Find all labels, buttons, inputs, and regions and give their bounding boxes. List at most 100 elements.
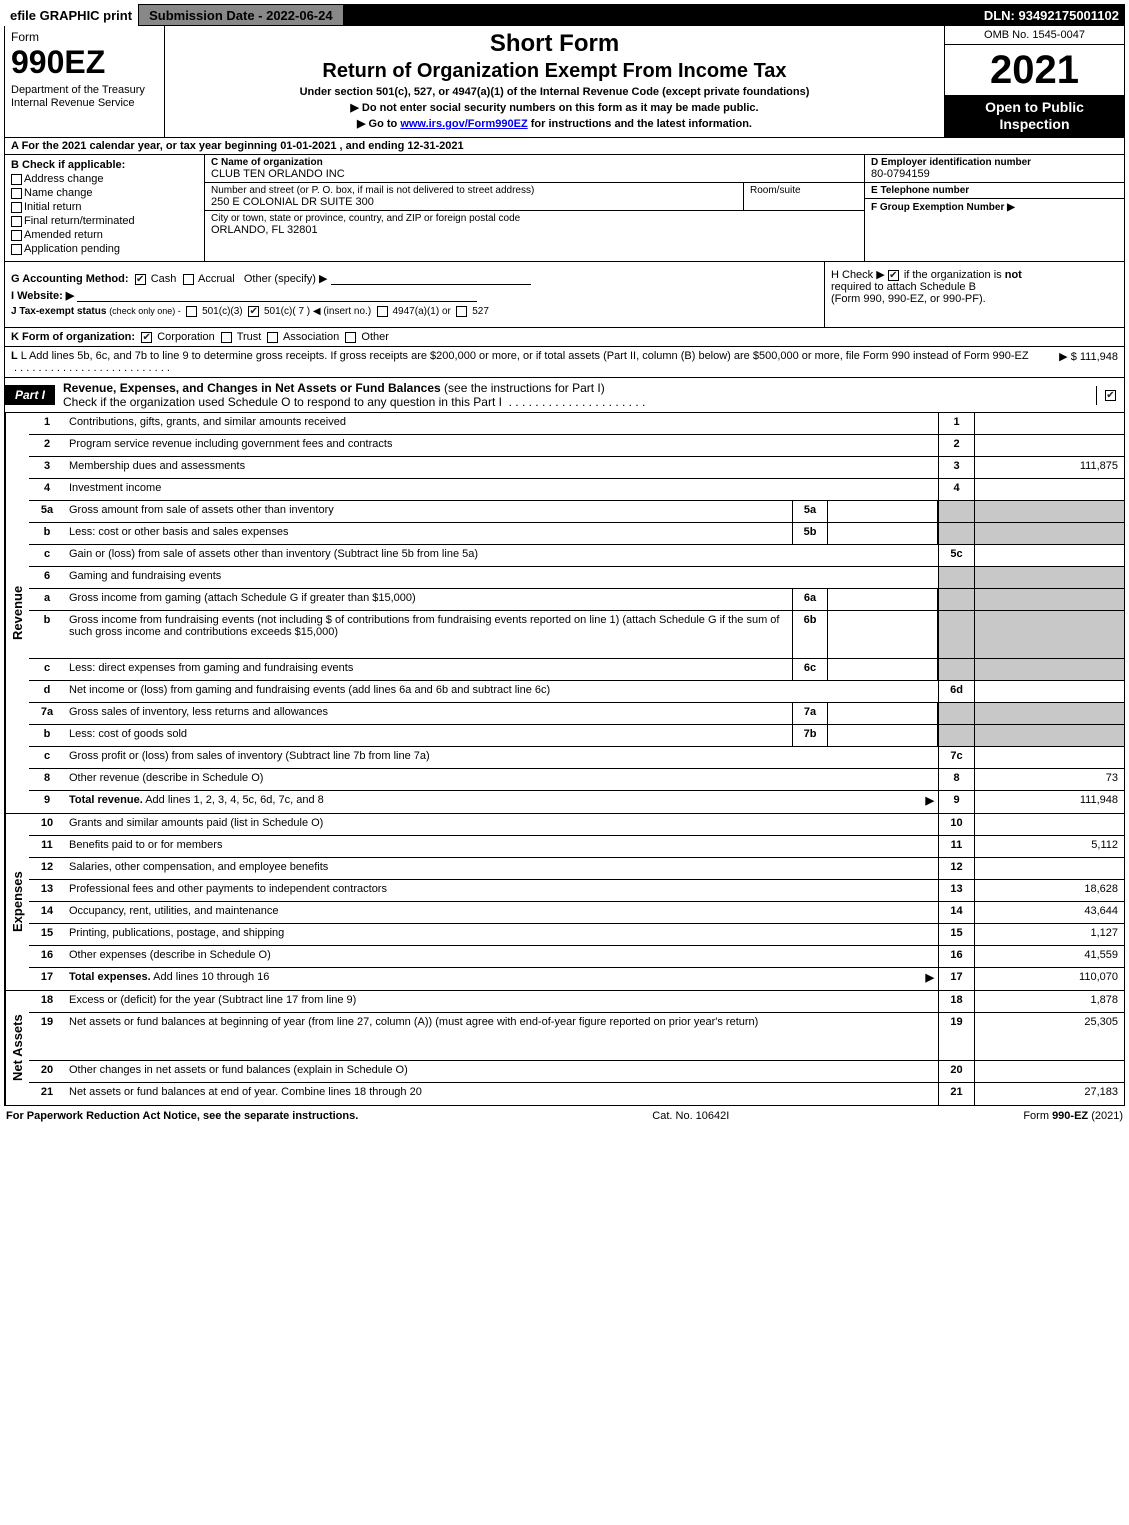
table-row: 7aGross sales of inventory, less returns… [29, 703, 1124, 725]
irs-link[interactable]: www.irs.gov/Form990EZ [400, 118, 527, 130]
line-description: Membership dues and assessments [65, 457, 938, 478]
cb-501c3[interactable] [186, 306, 197, 317]
line-value [974, 413, 1124, 434]
k-label: K Form of organization: [11, 331, 135, 343]
cb-association[interactable] [267, 332, 278, 343]
cb-cash[interactable] [135, 274, 146, 285]
website-input[interactable] [77, 289, 477, 302]
part-i-title: Revenue, Expenses, and Changes in Net As… [55, 378, 1096, 412]
cb-address-change[interactable]: Address change [11, 173, 198, 185]
line-description: Other changes in net assets or fund bala… [65, 1061, 938, 1082]
line-value [974, 814, 1124, 835]
line-ref: 6d [938, 681, 974, 702]
cb-corporation[interactable] [141, 332, 152, 343]
line-number: 9 [29, 791, 65, 813]
cb-name-change[interactable]: Name change [11, 187, 198, 199]
table-row: bLess: cost of goods sold7b [29, 725, 1124, 747]
line-ref: 11 [938, 836, 974, 857]
line-description: Net assets or fund balances at beginning… [65, 1013, 938, 1060]
line-number: d [29, 681, 65, 702]
city-row: City or town, state or province, country… [205, 211, 864, 238]
mid-line-value [828, 725, 938, 746]
line-number: c [29, 747, 65, 768]
line-ref-shade [938, 501, 974, 522]
line-number: 3 [29, 457, 65, 478]
line-number: 15 [29, 924, 65, 945]
footer-right: Form 990-EZ (2021) [1023, 1110, 1123, 1122]
cb-501c[interactable] [248, 306, 259, 317]
revenue-grid: Revenue 1Contributions, gifts, grants, a… [4, 413, 1125, 814]
line-number: 20 [29, 1061, 65, 1082]
line-ref: 13 [938, 880, 974, 901]
footer-mid: Cat. No. 10642I [652, 1110, 729, 1122]
section-h: H Check ▶ if the organization is not req… [824, 262, 1124, 327]
line-value-shade [974, 725, 1124, 746]
mid-line-number: 5a [792, 501, 828, 522]
section-b: B Check if applicable: Address change Na… [5, 155, 205, 261]
cb-application-pending[interactable]: Application pending [11, 243, 198, 255]
netassets-grid: Net Assets 18Excess or (deficit) for the… [4, 991, 1125, 1106]
room-suite: Room/suite [744, 183, 864, 210]
cb-amended-return[interactable]: Amended return [11, 229, 198, 241]
part-i-checkbox[interactable] [1096, 386, 1124, 405]
line-number: 17 [29, 968, 65, 990]
line-number: 14 [29, 902, 65, 923]
line-ref: 1 [938, 413, 974, 434]
line-ref: 10 [938, 814, 974, 835]
line-description: Gross sales of inventory, less returns a… [65, 703, 792, 724]
line-value: 1,878 [974, 991, 1124, 1012]
form-subtitle: Under section 501(c), 527, or 4947(a)(1)… [173, 86, 936, 98]
line-value-shade [974, 523, 1124, 544]
line-description: Gross profit or (loss) from sales of inv… [65, 747, 938, 768]
goto-line: ▶ Go to www.irs.gov/Form990EZ for instru… [173, 117, 936, 130]
line-value-shade [974, 611, 1124, 658]
table-row: bGross income from fundraising events (n… [29, 611, 1124, 659]
line-ref-shade [938, 725, 974, 746]
line-description: Less: direct expenses from gaming and fu… [65, 659, 792, 680]
line-ref: 15 [938, 924, 974, 945]
line-value-shade [974, 703, 1124, 724]
line-ref: 4 [938, 479, 974, 500]
cb-other-org[interactable] [345, 332, 356, 343]
ssn-warning: ▶ Do not enter social security numbers o… [173, 101, 936, 114]
cb-schedule-b[interactable] [888, 270, 899, 281]
j-label: J Tax-exempt status [11, 306, 106, 317]
top-bar: efile GRAPHIC print Submission Date - 20… [4, 4, 1125, 26]
table-row: 11Benefits paid to or for members115,112 [29, 836, 1124, 858]
cb-527[interactable] [456, 306, 467, 317]
line-ref-shade [938, 611, 974, 658]
cb-trust[interactable] [221, 332, 232, 343]
cb-accrual[interactable] [183, 274, 194, 285]
ein-value: 80-0794159 [871, 168, 1118, 180]
form-word: Form [11, 30, 158, 44]
line-description: Salaries, other compensation, and employ… [65, 858, 938, 879]
line-number: 2 [29, 435, 65, 456]
line-value [974, 479, 1124, 500]
table-row: 14Occupancy, rent, utilities, and mainte… [29, 902, 1124, 924]
line-ref: 2 [938, 435, 974, 456]
mid-line-number: 6c [792, 659, 828, 680]
line-number: 8 [29, 769, 65, 790]
line-value [974, 1061, 1124, 1082]
cb-initial-return[interactable]: Initial return [11, 201, 198, 213]
line-value [974, 681, 1124, 702]
line-ref: 3 [938, 457, 974, 478]
line-value [974, 435, 1124, 456]
header-right: OMB No. 1545-0047 2021 Open to Public In… [944, 26, 1124, 137]
mid-line-number: 6a [792, 589, 828, 610]
line-value [974, 858, 1124, 879]
revenue-vlabel: Revenue [5, 413, 29, 813]
g-other-input[interactable] [331, 272, 531, 285]
dln-label: DLN: 93492175001102 [978, 4, 1125, 26]
phone-label: E Telephone number [871, 185, 1118, 196]
form-number: 990EZ [11, 46, 158, 78]
section-g: G Accounting Method: Cash Accrual Other … [11, 272, 818, 285]
ein-block: D Employer identification number 80-0794… [865, 155, 1124, 183]
efile-label: efile GRAPHIC print [4, 4, 138, 26]
line-number: c [29, 659, 65, 680]
table-row: 8Other revenue (describe in Schedule O)8… [29, 769, 1124, 791]
cb-final-return[interactable]: Final return/terminated [11, 215, 198, 227]
table-row: 19Net assets or fund balances at beginni… [29, 1013, 1124, 1061]
line-description: Gross income from fundraising events (no… [65, 611, 792, 658]
cb-4947[interactable] [377, 306, 388, 317]
